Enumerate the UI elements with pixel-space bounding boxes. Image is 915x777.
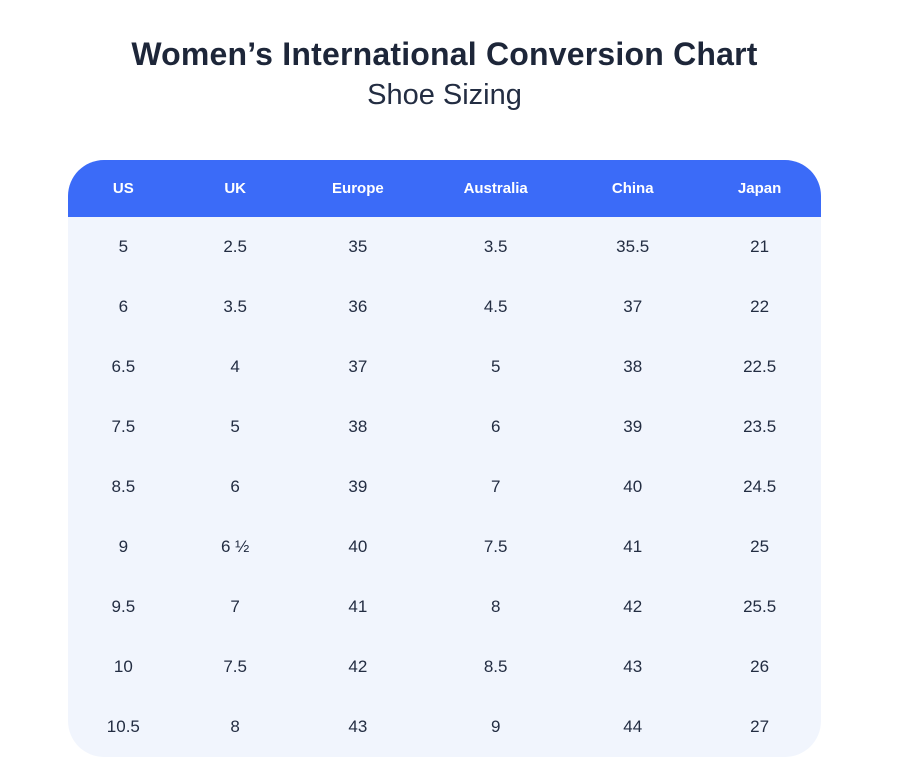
table-cell: 10.5 <box>68 697 179 757</box>
table-cell: 35.5 <box>567 217 699 277</box>
table-cell: 24.5 <box>698 457 821 517</box>
column-header-europe: Europe <box>291 160 425 217</box>
table-cell: 5 <box>68 217 179 277</box>
table-cell: 3.5 <box>424 217 568 277</box>
page-subtitle: Shoe Sizing <box>367 79 522 111</box>
table-cell: 8 <box>178 697 292 757</box>
column-header-australia: Australia <box>424 160 568 217</box>
shoe-size-conversion-table: US UK Europe Australia China Japan 5 2.5 35 3.5 3… <box>68 160 821 757</box>
table-cell: 5 <box>424 337 568 397</box>
table-row: 10.5 8 43 9 44 27 <box>68 697 821 757</box>
table-cell: 25.5 <box>698 577 821 637</box>
table-cell: 41 <box>291 577 425 637</box>
table-cell: 7.5 <box>178 637 292 697</box>
table-cell: 7 <box>178 577 292 637</box>
table-row: 9.5 7 41 8 42 25.5 <box>68 577 821 637</box>
table-cell: 10 <box>68 637 179 697</box>
table-row: US UK Europe Australia China Japan <box>68 160 821 217</box>
column-header-japan: Japan <box>698 160 821 217</box>
table-cell: 43 <box>567 637 699 697</box>
table-row: 8.5 6 39 7 40 24.5 <box>68 457 821 517</box>
table-cell: 27 <box>698 697 821 757</box>
table-cell: 21 <box>698 217 821 277</box>
table-cell: 5 <box>178 397 292 457</box>
table-row: 10 7.5 42 8.5 43 26 <box>68 637 821 697</box>
table-cell: 6 ½ <box>178 517 292 577</box>
table-row: 5 2.5 35 3.5 35.5 21 <box>68 217 821 277</box>
table-row: 6 3.5 36 4.5 37 22 <box>68 277 821 337</box>
table-cell: 7.5 <box>424 517 568 577</box>
table-cell: 36 <box>291 277 425 337</box>
table-cell: 38 <box>291 397 425 457</box>
table-cell: 43 <box>291 697 425 757</box>
table-cell: 6 <box>424 397 568 457</box>
table-header-row: US UK Europe Australia China Japan <box>68 160 821 217</box>
table-cell: 25 <box>698 517 821 577</box>
table-cell: 6.5 <box>68 337 179 397</box>
table-cell: 44 <box>567 697 699 757</box>
table-cell: 3.5 <box>178 277 292 337</box>
table-row: 7.5 5 38 6 39 23.5 <box>68 397 821 457</box>
table-cell: 9.5 <box>68 577 179 637</box>
table-cell: 4.5 <box>424 277 568 337</box>
table-cell: 9 <box>424 697 568 757</box>
table-cell: 7.5 <box>68 397 179 457</box>
table-cell: 37 <box>291 337 425 397</box>
column-header-uk: UK <box>178 160 292 217</box>
table-cell: 22.5 <box>698 337 821 397</box>
table-cell: 39 <box>291 457 425 517</box>
column-header-china: China <box>567 160 699 217</box>
table-row: 6.5 4 37 5 38 22.5 <box>68 337 821 397</box>
table-cell: 40 <box>291 517 425 577</box>
table-cell: 42 <box>291 637 425 697</box>
table-cell: 41 <box>567 517 699 577</box>
table-cell: 8.5 <box>68 457 179 517</box>
table-cell: 8 <box>424 577 568 637</box>
page-title: Women’s International Conversion Chart <box>131 36 758 72</box>
table-cell: 22 <box>698 277 821 337</box>
page-container: Women’s International Conversion Chart S… <box>68 0 821 757</box>
table-cell: 42 <box>567 577 699 637</box>
table-cell: 9 <box>68 517 179 577</box>
table-cell: 26 <box>698 637 821 697</box>
column-header-us: US <box>68 160 179 217</box>
table-cell: 40 <box>567 457 699 517</box>
table-cell: 7 <box>424 457 568 517</box>
table-cell: 37 <box>567 277 699 337</box>
table-cell: 4 <box>178 337 292 397</box>
table-cell: 6 <box>178 457 292 517</box>
table-cell: 2.5 <box>178 217 292 277</box>
table-cell: 39 <box>567 397 699 457</box>
table-cell: 38 <box>567 337 699 397</box>
table-body: 5 2.5 35 3.5 35.5 21 6 3.5 36 4.5 37 22 6.5 4 37 5 38 22.… <box>68 217 821 757</box>
table-cell: 6 <box>68 277 179 337</box>
table-cell: 8.5 <box>424 637 568 697</box>
table-cell: 23.5 <box>698 397 821 457</box>
table-cell: 35 <box>291 217 425 277</box>
